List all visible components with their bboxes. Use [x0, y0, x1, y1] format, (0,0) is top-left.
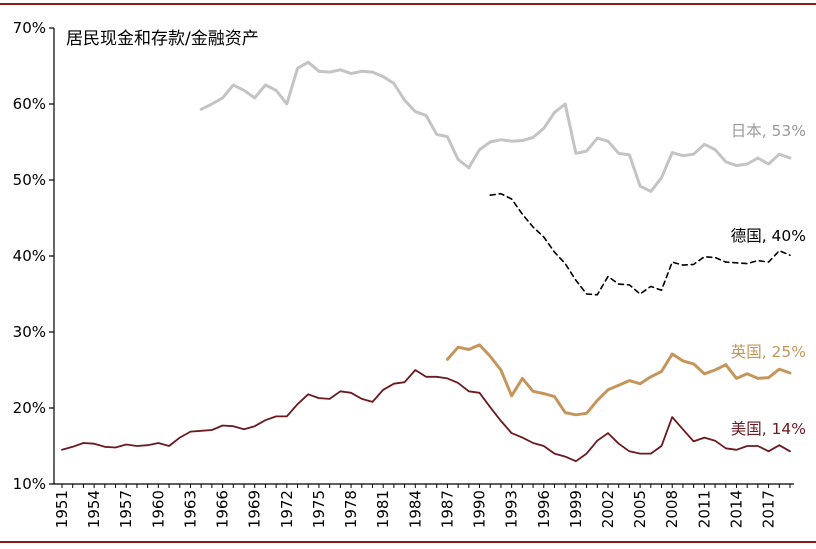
x-tick-label: 1966: [214, 490, 232, 528]
x-tick-label: 1963: [181, 490, 199, 528]
x-tick-label: 1969: [246, 490, 264, 528]
y-tick-label: 10%: [13, 475, 46, 493]
x-tick-label: 2002: [599, 490, 617, 528]
x-tick-label: 2005: [631, 490, 649, 528]
y-axis-ticks: 10% 20% 30% 40% 50% 60% 70%: [13, 19, 54, 493]
series-label-0: 日本, 53%: [731, 122, 806, 140]
x-tick-label: 1960: [149, 490, 167, 528]
series-line-2: [445, 343, 792, 417]
series-labels: 日本, 53% 德国, 40% 英国, 25% 美国, 14%: [731, 122, 806, 438]
x-tick-label: 2017: [760, 490, 778, 528]
x-tick-label: 1951: [53, 490, 71, 528]
series-line-3: [61, 369, 791, 463]
x-tick-label: 1975: [310, 490, 328, 528]
x-tick-label: 1981: [374, 490, 392, 528]
series-label-2: 英国, 25%: [731, 343, 806, 361]
x-tick-label: 2011: [695, 490, 713, 528]
x-tick-label: 1996: [535, 490, 553, 528]
y-tick-label: 30%: [13, 323, 46, 341]
x-tick-label: 1972: [278, 490, 296, 528]
x-tick-label: 2008: [663, 490, 681, 528]
x-tick-label: 1990: [471, 490, 489, 528]
x-tick-label: 1978: [342, 490, 360, 528]
x-tick-label: 1954: [85, 490, 103, 528]
y-tick-label: 40%: [13, 247, 46, 265]
chart-title: 居民现金和存款/金融资产: [66, 29, 259, 49]
y-tick-label: 70%: [13, 19, 46, 37]
x-tick-label: 2014: [727, 490, 745, 528]
y-tick-label: 60%: [13, 95, 46, 113]
x-axis-ticks: 1951 1954 1957 1960 1963 1966 1969 1972 1975 1978…: [53, 484, 791, 528]
series-label-3: 美国, 14%: [731, 420, 806, 438]
series-line-1: [489, 192, 791, 296]
series-line-0: [199, 60, 792, 193]
x-tick-label: 1987: [438, 490, 456, 528]
x-tick-label: 1984: [406, 490, 424, 528]
x-tick-label: 1957: [117, 490, 135, 528]
y-tick-label: 50%: [13, 171, 46, 189]
series-lines: [61, 60, 792, 463]
x-tick-label: 1993: [503, 490, 521, 528]
series-label-1: 德国, 40%: [731, 227, 806, 245]
x-tick-label: 1999: [567, 490, 585, 528]
y-tick-label: 20%: [13, 399, 46, 417]
